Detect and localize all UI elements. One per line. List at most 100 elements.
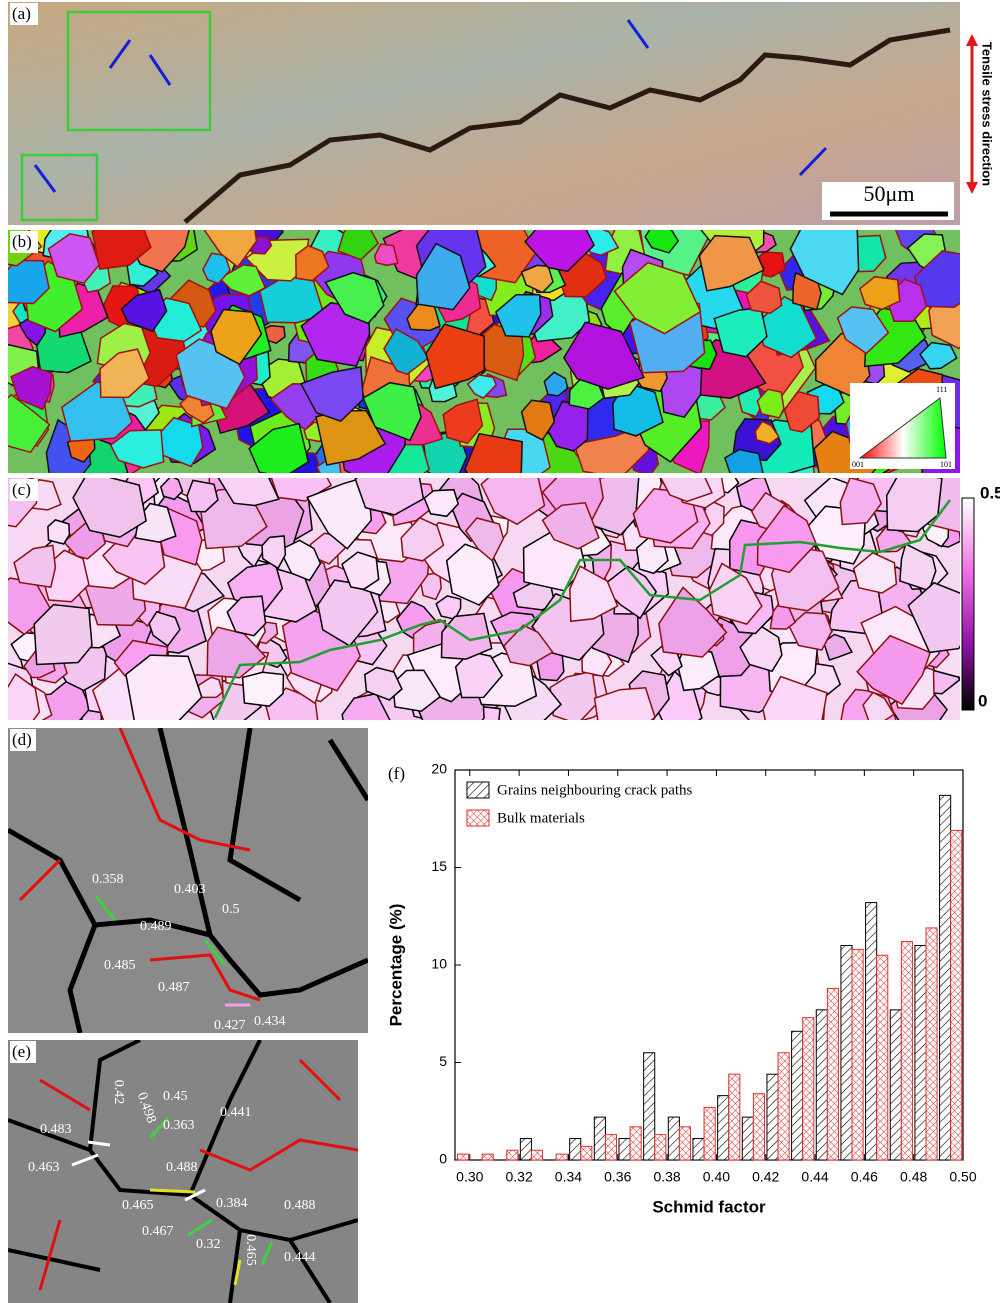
y-tick-label: 15 <box>431 858 447 874</box>
bar <box>679 1127 690 1160</box>
bar <box>753 1094 764 1160</box>
arrow-head <box>966 34 978 46</box>
y-axis-label: Percentage (%) <box>386 904 405 1027</box>
bar <box>816 1010 827 1160</box>
annotation: 0.488 <box>166 1160 198 1175</box>
panel-c: 0.5 0 (c) <box>0 441 1000 762</box>
bar <box>594 1117 605 1160</box>
annotation: 0.444 <box>284 1250 316 1265</box>
grain <box>48 520 70 544</box>
annotation: 0.487 <box>158 980 190 995</box>
bar <box>570 1139 581 1160</box>
panel-e: (e) 0.42 0.498 0.45 0.441 0.483 0.363 0.… <box>8 1040 358 1303</box>
x-tick-label: 0.32 <box>505 1169 532 1185</box>
ipf-label: 111 <box>936 385 947 394</box>
panel-label: (d) <box>12 730 32 749</box>
annotation: 0.358 <box>92 872 124 887</box>
bar <box>457 1154 468 1160</box>
arrow-head <box>966 182 978 194</box>
bar <box>729 1074 740 1160</box>
annotation: 0.42 <box>111 1080 126 1105</box>
legend-swatch <box>467 782 489 798</box>
annotation: 0.465 <box>243 1234 258 1266</box>
bar <box>841 946 852 1161</box>
grains <box>0 195 984 502</box>
annotation: 0.441 <box>220 1105 252 1120</box>
grain <box>595 688 655 736</box>
colorbar-label: 0 <box>978 691 987 710</box>
legend-label: Bulk materials <box>497 810 585 826</box>
bar <box>767 1074 778 1160</box>
x-tick-label: 0.36 <box>604 1169 631 1185</box>
bar <box>482 1154 493 1160</box>
annotation: 0.463 <box>28 1160 60 1175</box>
grains <box>0 441 993 762</box>
bar <box>605 1135 616 1160</box>
y-tick-label: 20 <box>431 761 447 777</box>
bar <box>940 795 951 1160</box>
panel-d: (d) 0.358 0.403 0.5 0.489 0.485 0.487 0.… <box>8 728 368 1049</box>
x-tick-label: 0.38 <box>653 1169 680 1185</box>
annotation: 0.403 <box>174 882 206 897</box>
x-tick-label: 0.30 <box>456 1169 483 1185</box>
bar <box>556 1154 567 1160</box>
annotation: 0.434 <box>254 1014 286 1029</box>
panel-label: (a) <box>12 4 31 23</box>
bar <box>581 1146 592 1160</box>
ipf-label: 001 <box>852 460 864 469</box>
bar <box>827 988 838 1160</box>
x-tick-label: 0.40 <box>703 1169 730 1185</box>
x-tick-label: 0.50 <box>949 1169 976 1185</box>
x-tick-label: 0.48 <box>900 1169 927 1185</box>
ipf-label: 101 <box>940 460 952 469</box>
x-tick-label: 0.42 <box>752 1169 779 1185</box>
annotation: 0.488 <box>284 1198 316 1213</box>
bar <box>655 1135 666 1160</box>
bar <box>803 1018 814 1160</box>
bar <box>852 949 863 1160</box>
side-label: Tensile stress direction <box>980 42 995 186</box>
colorbar <box>962 498 974 710</box>
annotation: 0.483 <box>40 1122 72 1137</box>
annotation: 0.45 <box>163 1089 188 1104</box>
bar <box>915 946 926 1161</box>
annotation: 0.384 <box>216 1196 248 1211</box>
bar <box>778 1053 789 1160</box>
x-tick-label: 0.46 <box>851 1169 878 1185</box>
panel-a: (a) 50μm Tensile stress direction <box>8 2 995 225</box>
y-tick-label: 0 <box>439 1151 447 1167</box>
y-tick-label: 10 <box>431 956 447 972</box>
chart: (f) Schmid factor Percentage (%) 0510152… <box>386 761 976 1217</box>
bar <box>630 1127 641 1160</box>
panel-label: (b) <box>12 232 32 251</box>
annotation: 0.489 <box>140 919 172 934</box>
panel-label: (f) <box>388 764 405 783</box>
bar <box>531 1150 542 1160</box>
bar <box>877 955 888 1160</box>
bar <box>693 1139 704 1160</box>
annotation: 0.32 <box>196 1237 221 1252</box>
bar <box>792 1031 803 1160</box>
bar <box>742 1117 753 1160</box>
bar <box>619 1139 630 1160</box>
bar <box>866 903 877 1160</box>
bar <box>507 1150 518 1160</box>
legend-swatch <box>467 810 489 826</box>
colorbar-label: 0.5 <box>980 483 1000 502</box>
x-tick-label: 0.44 <box>801 1169 828 1185</box>
annotation: 0.363 <box>163 1118 195 1133</box>
micrograph <box>8 2 960 225</box>
bar <box>718 1096 729 1160</box>
bar <box>926 928 937 1160</box>
bar <box>704 1107 715 1160</box>
y-tick-label: 5 <box>439 1053 447 1069</box>
bar <box>668 1117 679 1160</box>
panel-label: (e) <box>12 1042 31 1061</box>
panel-label: (c) <box>12 480 31 499</box>
legend-label: Grains neighbouring crack paths <box>497 782 693 798</box>
figure: (a) 50μm Tensile stress direction 111 00… <box>0 0 1000 1303</box>
annotation: 0.467 <box>142 1224 174 1239</box>
bar <box>951 830 962 1160</box>
bar <box>901 942 912 1160</box>
bar <box>890 1010 901 1160</box>
